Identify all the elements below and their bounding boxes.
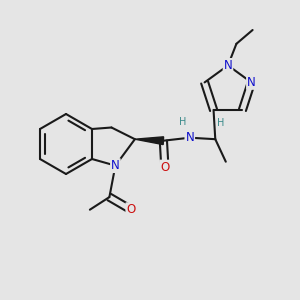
Text: H: H: [217, 118, 224, 128]
Text: N: N: [224, 59, 232, 72]
Text: H: H: [179, 117, 187, 127]
Text: N: N: [247, 76, 256, 89]
Text: N: N: [185, 131, 194, 144]
Text: O: O: [160, 160, 170, 174]
Text: N: N: [111, 159, 120, 172]
Text: O: O: [126, 203, 136, 216]
Polygon shape: [135, 137, 164, 145]
